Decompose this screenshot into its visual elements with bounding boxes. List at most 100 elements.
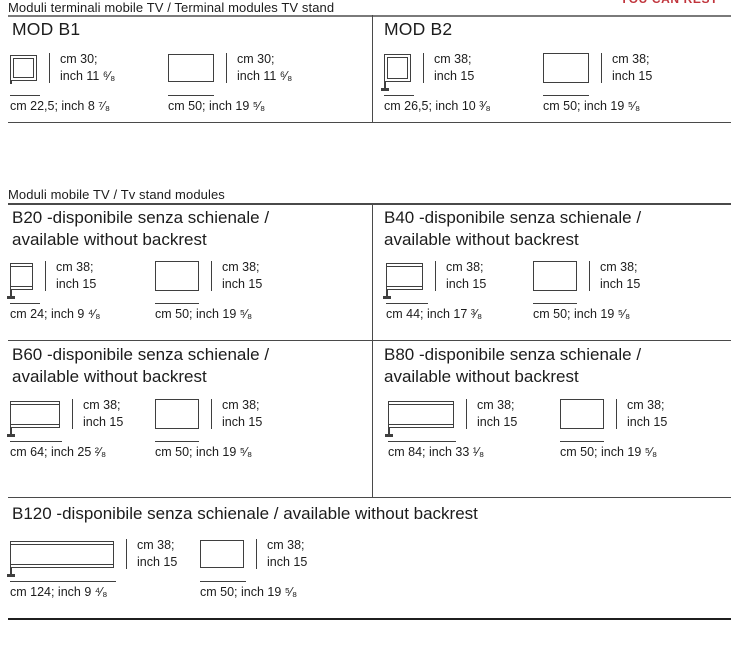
height-dimension-line [616, 399, 617, 429]
width-dimension-line [10, 303, 40, 304]
dim-unit-b60-front: cm 38; inch 15 cm 50; inch 19 ⁵⁄₈ [155, 396, 262, 459]
height-dimension-line [49, 53, 50, 83]
dim-unit-b120-side: cm 38; inch 15 cm 124; inch 9 ⁴⁄₈ [7, 536, 177, 599]
table1-column-divider [372, 15, 373, 122]
title-line-2: available without backrest [12, 230, 207, 249]
height-dimension-line [256, 539, 257, 569]
dim-height-inch: inch 11 ⁶⁄₈ [237, 69, 293, 83]
height-dimension-line [126, 539, 127, 569]
dim-width: cm 50; inch 19 ⁵⁄₈ [533, 307, 631, 321]
width-dimension-line [155, 441, 199, 442]
title-line-1: B60 -disponibile senza schienale / [12, 345, 270, 364]
dim-unit-modb1-front: cm 30; inch 11 ⁶⁄₈ cm 50; inch 19 ⁵⁄₈ [168, 50, 292, 113]
title-line-1: B20 -disponibile senza schienale / [12, 208, 270, 227]
height-dimension-line [211, 261, 212, 291]
module-side-diagram [385, 400, 454, 437]
diagram-leg [386, 288, 388, 297]
module-front-diagram [155, 399, 199, 429]
width-dimension-line [386, 303, 428, 304]
dim-height-cm: cm 30; [60, 52, 98, 66]
title-line-1: B120 -disponibile senza schienale / avai… [12, 504, 478, 523]
dim-width: cm 26,5; inch 10 ³⁄₈ [384, 99, 491, 113]
dim-height-cm: cm 38; [477, 398, 515, 412]
dim-unit-b80-side: cm 38; inch 15 cm 84; inch 33 ¹⁄₈ [385, 396, 517, 459]
table1-bottom-border [8, 122, 731, 123]
module-title-mod-b2: MOD B2 [384, 19, 453, 39]
dim-width: cm 50; inch 19 ⁵⁄₈ [155, 445, 253, 459]
width-dimension-line [168, 95, 214, 96]
width-dimension-line [10, 581, 116, 582]
dim-unit-b20-front: cm 38; inch 15 cm 50; inch 19 ⁵⁄₈ [155, 258, 262, 321]
dim-height-inch: inch 15 [267, 555, 308, 569]
table2-row-divider-2 [8, 497, 731, 498]
width-dimension-line [533, 303, 577, 304]
dim-height-inch: inch 15 [434, 69, 475, 83]
dim-width: cm 50; inch 19 ⁵⁄₈ [560, 445, 658, 459]
module-title-b60: B60 -disponibile senza schienale / avail… [12, 344, 269, 388]
module-front-diagram [200, 540, 244, 568]
dim-height-inch: inch 15 [56, 277, 97, 291]
dim-height-cm: cm 38; [434, 52, 472, 66]
width-dimension-line [10, 441, 62, 442]
dim-width: cm 50; inch 19 ⁵⁄₈ [168, 99, 266, 113]
title-line-2: available without backrest [384, 367, 579, 386]
dim-unit-b40-front: cm 38; inch 15 cm 50; inch 19 ⁵⁄₈ [533, 258, 640, 321]
width-dimension-line [388, 441, 456, 442]
height-dimension-line [211, 399, 212, 429]
diagram-inner-panel [13, 58, 34, 78]
diagram-foot [385, 433, 393, 437]
module-title-b80: B80 -disponibile senza schienale / avail… [384, 344, 641, 388]
dim-width: cm 22,5; inch 8 ⁷⁄₈ [10, 99, 111, 113]
dim-width: cm 124; inch 9 ⁴⁄₈ [10, 585, 108, 599]
width-dimension-line [155, 303, 199, 304]
dim-height-cm: cm 38; [267, 538, 305, 552]
dim-height-inch: inch 15 [627, 415, 668, 429]
dim-height-inch: inch 15 [222, 277, 263, 291]
title-line-2: available without backrest [384, 230, 579, 249]
module-front-diagram [543, 53, 589, 83]
dim-unit-b80-front: cm 38; inch 15 cm 50; inch 19 ⁵⁄₈ [560, 396, 667, 459]
module-side-diagram [7, 540, 114, 577]
dim-height-inch: inch 15 [83, 415, 124, 429]
dim-width: cm 84; inch 33 ¹⁄₈ [388, 445, 485, 459]
dim-unit-modb1-side: cm 30; inch 11 ⁶⁄₈ cm 22,5; inch 8 ⁷⁄₈ [10, 50, 115, 113]
dim-height-inch: inch 15 [600, 277, 641, 291]
stand-section-header: Moduli mobile TV / Tv stand modules [8, 187, 225, 202]
table2-column-divider [372, 203, 373, 497]
dim-unit-b60-side: cm 38; inch 15 cm 64; inch 25 ²⁄₈ [7, 396, 124, 459]
module-side-diagram [10, 55, 37, 84]
height-dimension-line [45, 261, 46, 291]
dim-unit-modb2-side: cm 38; inch 15 cm 26,5; inch 10 ³⁄₈ [381, 50, 491, 113]
module-title-mod-b1: MOD B1 [12, 19, 81, 39]
width-dimension-line [543, 95, 589, 96]
height-dimension-line [435, 261, 436, 291]
table2-row-divider-1 [8, 340, 731, 341]
dim-height-cm: cm 38; [600, 260, 638, 274]
dim-height-cm: cm 38; [137, 538, 175, 552]
title-line-1: B40 -disponibile senza schienale / [384, 208, 642, 227]
module-title-b20: B20 -disponibile senza schienale / avail… [12, 207, 269, 251]
module-side-diagram [383, 262, 423, 299]
height-dimension-line [423, 53, 424, 83]
dim-unit-b40-side: cm 38; inch 15 cm 44; inch 17 ³⁄₈ [383, 258, 486, 321]
module-side-diagram [381, 54, 411, 91]
dim-width: cm 64; inch 25 ²⁄₈ [10, 445, 107, 459]
width-dimension-line [560, 441, 604, 442]
title-line-1: B80 -disponibile senza schienale / [384, 345, 642, 364]
dim-width: cm 44; inch 17 ³⁄₈ [386, 307, 483, 321]
table1-top-border [8, 15, 731, 17]
title-line-2: available without backrest [12, 367, 207, 386]
diagram-leg [10, 426, 12, 435]
height-dimension-line [589, 261, 590, 291]
module-front-diagram [533, 261, 577, 291]
table2-bottom-border [8, 618, 731, 620]
top-right-red-note: YOU CAN REST [620, 0, 718, 6]
dim-height-cm: cm 38; [627, 398, 665, 412]
dim-width: cm 50; inch 19 ⁵⁄₈ [155, 307, 253, 321]
module-side-diagram [7, 262, 33, 299]
diagram-foot [7, 295, 15, 299]
dim-height-inch: inch 15 [612, 69, 653, 83]
width-dimension-line [384, 95, 414, 96]
module-title-b120: B120 -disponibile senza schienale / avai… [12, 503, 478, 525]
